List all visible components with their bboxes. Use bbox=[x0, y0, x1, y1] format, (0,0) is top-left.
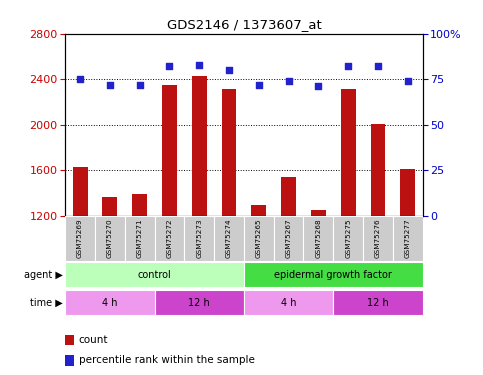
Text: GSM75270: GSM75270 bbox=[107, 218, 113, 258]
Bar bbox=[400, 169, 415, 216]
Bar bbox=[363, 216, 393, 261]
Point bbox=[404, 78, 412, 84]
Text: GSM75269: GSM75269 bbox=[77, 218, 83, 258]
Text: epidermal growth factor: epidermal growth factor bbox=[274, 270, 392, 280]
Text: GSM75265: GSM75265 bbox=[256, 218, 262, 258]
Point bbox=[106, 82, 114, 88]
Title: GDS2146 / 1373607_at: GDS2146 / 1373607_at bbox=[167, 18, 321, 31]
Bar bbox=[65, 262, 244, 287]
Bar bbox=[333, 216, 363, 261]
Point bbox=[225, 67, 233, 73]
Bar bbox=[222, 90, 237, 216]
Text: 4 h: 4 h bbox=[102, 298, 118, 308]
Text: 12 h: 12 h bbox=[188, 298, 210, 308]
Bar bbox=[102, 197, 117, 216]
Text: GSM75277: GSM75277 bbox=[405, 218, 411, 258]
Bar bbox=[65, 290, 155, 315]
Text: count: count bbox=[79, 335, 108, 345]
Bar bbox=[162, 85, 177, 216]
Text: GSM75273: GSM75273 bbox=[196, 218, 202, 258]
Point bbox=[195, 62, 203, 68]
Bar bbox=[251, 206, 266, 216]
Bar bbox=[65, 216, 95, 261]
Bar bbox=[125, 216, 155, 261]
Bar bbox=[244, 216, 274, 261]
Bar bbox=[155, 290, 244, 315]
Text: 4 h: 4 h bbox=[281, 298, 297, 308]
Point bbox=[136, 82, 143, 88]
Text: GSM75267: GSM75267 bbox=[285, 218, 292, 258]
Text: GSM75268: GSM75268 bbox=[315, 218, 321, 258]
Bar bbox=[393, 216, 423, 261]
Text: percentile rank within the sample: percentile rank within the sample bbox=[79, 356, 255, 365]
Bar bbox=[192, 76, 207, 216]
Point bbox=[374, 63, 382, 69]
Text: GSM75271: GSM75271 bbox=[137, 218, 142, 258]
Bar bbox=[95, 216, 125, 261]
Text: GSM75272: GSM75272 bbox=[167, 218, 172, 258]
Text: control: control bbox=[138, 270, 171, 280]
Text: 12 h: 12 h bbox=[367, 298, 389, 308]
Text: agent ▶: agent ▶ bbox=[24, 270, 63, 280]
Point bbox=[76, 76, 84, 82]
Point bbox=[344, 63, 352, 69]
Bar bbox=[333, 290, 423, 315]
Bar bbox=[72, 167, 87, 216]
Point bbox=[314, 84, 322, 90]
Bar bbox=[370, 123, 385, 216]
Bar bbox=[341, 90, 355, 216]
Bar bbox=[214, 216, 244, 261]
Point bbox=[166, 63, 173, 69]
Bar bbox=[303, 216, 333, 261]
Point bbox=[285, 78, 293, 84]
Text: GSM75276: GSM75276 bbox=[375, 218, 381, 258]
Bar bbox=[244, 290, 333, 315]
Text: GSM75275: GSM75275 bbox=[345, 218, 351, 258]
Bar bbox=[311, 210, 326, 216]
Text: GSM75274: GSM75274 bbox=[226, 218, 232, 258]
Bar bbox=[274, 216, 303, 261]
Point bbox=[255, 82, 263, 88]
Bar bbox=[281, 177, 296, 216]
Bar bbox=[185, 216, 214, 261]
Bar bbox=[132, 194, 147, 216]
Bar bbox=[244, 262, 423, 287]
Bar bbox=[155, 216, 185, 261]
Text: time ▶: time ▶ bbox=[30, 298, 63, 308]
